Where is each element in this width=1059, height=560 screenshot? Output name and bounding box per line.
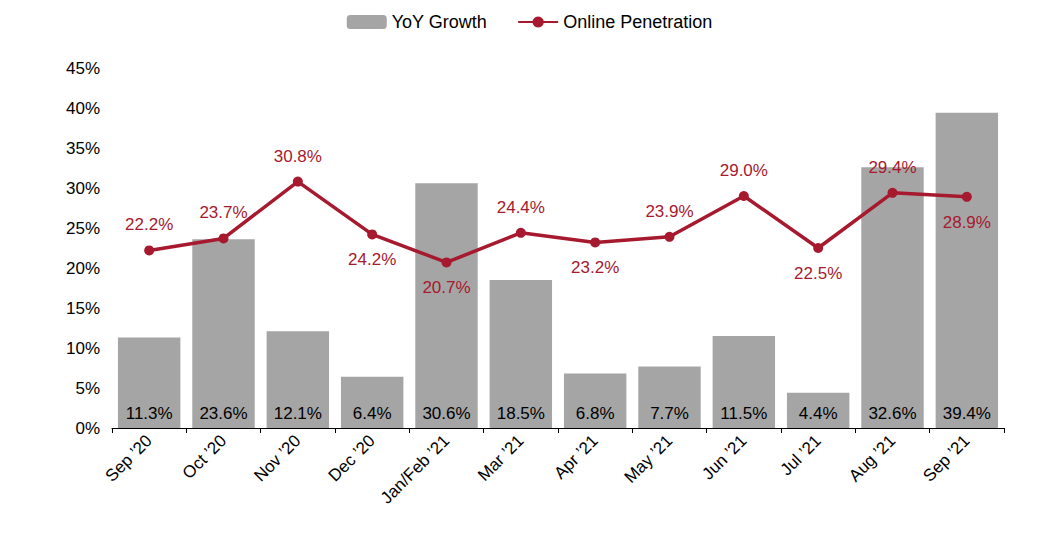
svg-text:45%: 45% <box>66 59 100 78</box>
svg-text:Dec ’20: Dec ’20 <box>325 431 379 485</box>
svg-text:23.2%: 23.2% <box>571 258 619 277</box>
svg-text:Online Penetration: Online Penetration <box>563 12 712 32</box>
svg-text:29.0%: 29.0% <box>720 161 768 180</box>
svg-text:4.4%: 4.4% <box>799 404 838 423</box>
svg-text:YoY Growth: YoY Growth <box>392 12 487 32</box>
svg-text:Jan/Feb ’21: Jan/Feb ’21 <box>377 431 453 507</box>
svg-text:Apr ’21: Apr ’21 <box>550 431 601 482</box>
svg-text:35%: 35% <box>66 139 100 158</box>
svg-text:12.1%: 12.1% <box>274 404 322 423</box>
svg-text:23.7%: 23.7% <box>199 203 247 222</box>
svg-text:6.8%: 6.8% <box>576 404 615 423</box>
svg-text:Sep ’21: Sep ’21 <box>919 431 973 485</box>
svg-text:Nov ’20: Nov ’20 <box>250 431 304 485</box>
svg-text:Oct ’20: Oct ’20 <box>179 431 230 482</box>
svg-text:23.9%: 23.9% <box>645 202 693 221</box>
svg-text:40%: 40% <box>66 99 100 118</box>
svg-text:25%: 25% <box>66 219 100 238</box>
svg-text:Aug ’21: Aug ’21 <box>845 431 899 485</box>
svg-text:Jul ’21: Jul ’21 <box>777 431 825 479</box>
svg-text:7.7%: 7.7% <box>650 404 689 423</box>
svg-text:20%: 20% <box>66 259 100 278</box>
svg-text:39.4%: 39.4% <box>943 404 991 423</box>
svg-text:11.3%: 11.3% <box>126 404 173 423</box>
svg-text:5%: 5% <box>75 379 100 398</box>
svg-text:32.6%: 32.6% <box>868 404 916 423</box>
svg-text:Jun ’21: Jun ’21 <box>698 431 750 483</box>
svg-text:11.5%: 11.5% <box>720 404 767 423</box>
svg-text:24.2%: 24.2% <box>348 250 396 269</box>
svg-text:6.4%: 6.4% <box>353 404 392 423</box>
svg-text:23.6%: 23.6% <box>199 404 247 423</box>
svg-text:24.4%: 24.4% <box>497 198 545 217</box>
svg-text:30%: 30% <box>66 179 100 198</box>
svg-text:Mar ’21: Mar ’21 <box>474 431 527 484</box>
svg-text:30.6%: 30.6% <box>422 404 470 423</box>
svg-text:29.4%: 29.4% <box>868 158 916 177</box>
svg-text:22.5%: 22.5% <box>794 264 842 283</box>
svg-text:10%: 10% <box>66 339 100 358</box>
svg-text:18.5%: 18.5% <box>497 404 545 423</box>
svg-text:Sep ’20: Sep ’20 <box>102 431 156 485</box>
svg-text:May ’21: May ’21 <box>621 431 676 486</box>
svg-text:30.8%: 30.8% <box>274 147 322 166</box>
svg-text:20.7%: 20.7% <box>422 278 470 297</box>
svg-text:15%: 15% <box>66 299 100 318</box>
svg-text:28.9%: 28.9% <box>943 213 991 232</box>
svg-text:22.2%: 22.2% <box>125 215 173 234</box>
svg-text:0%: 0% <box>75 419 100 438</box>
